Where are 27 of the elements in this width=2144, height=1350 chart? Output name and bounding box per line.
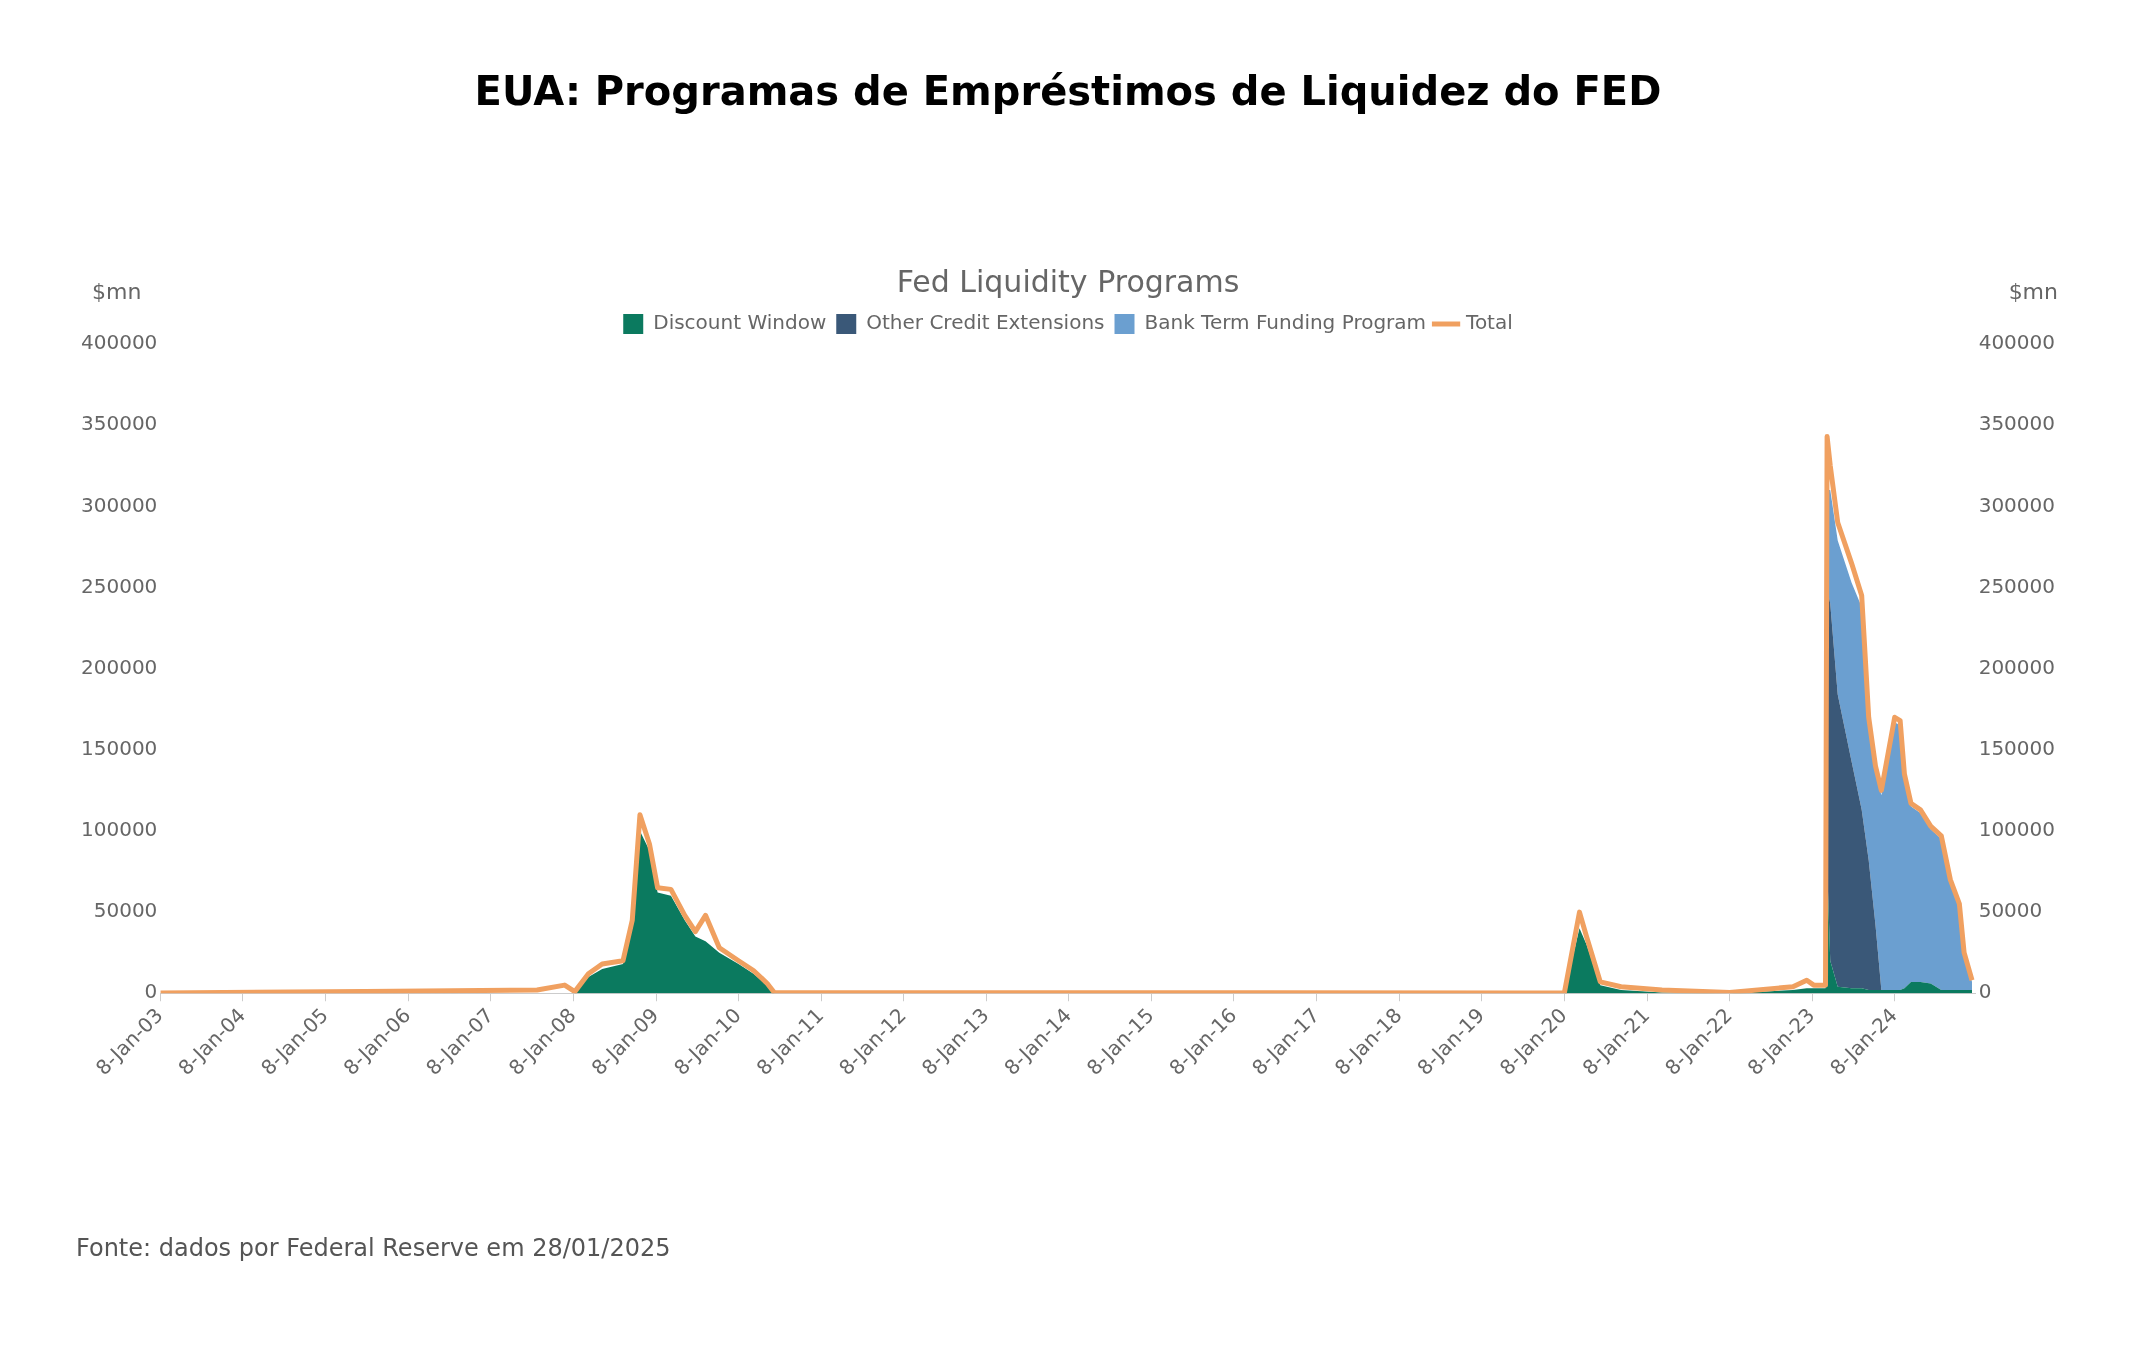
y-tick-label: 100000 (80, 817, 158, 842)
y-tick-label: 0 (144, 979, 158, 1004)
y2-tick-label: 200000 (1978, 654, 2056, 679)
y-tick-label: 250000 (80, 573, 158, 598)
y-axis-title: $mn (92, 279, 142, 304)
y2-tick-label: 300000 (1978, 492, 2056, 517)
legend-label: Total (1465, 310, 1513, 335)
y-tick-label: 200000 (80, 654, 158, 679)
y-tick-label: 400000 (80, 330, 158, 355)
y2-axis-title: $mn (2008, 279, 2058, 304)
legend-label: Discount Window (653, 310, 827, 335)
legend-label: Other Credit Extensions (866, 310, 1105, 335)
y2-tick-label: 50000 (1978, 898, 2043, 923)
y-tick-label: 50000 (93, 898, 158, 923)
chart-subtitle: Fed Liquidity Programs (896, 264, 1240, 299)
y-tick-label: 350000 (80, 411, 158, 436)
y2-tick-label: 350000 (1978, 411, 2056, 436)
y2-tick-label: 250000 (1978, 573, 2056, 598)
y2-tick-label: 150000 (1978, 735, 2056, 760)
chart-title: EUA: Programas de Empréstimos de Liquidez do FED (473, 67, 1663, 114)
legend-label: Bank Term Funding Program (1144, 310, 1427, 335)
source-note: Fonte: dados por Federal Reserve em 28/01/2025 (75, 1234, 672, 1262)
y2-tick-label: 400000 (1978, 330, 2056, 355)
y-tick-label: 300000 (80, 492, 158, 517)
y2-tick-label: 100000 (1978, 817, 2056, 842)
y2-tick-label: 0 (1978, 979, 1992, 1004)
y-tick-label: 150000 (80, 735, 158, 760)
